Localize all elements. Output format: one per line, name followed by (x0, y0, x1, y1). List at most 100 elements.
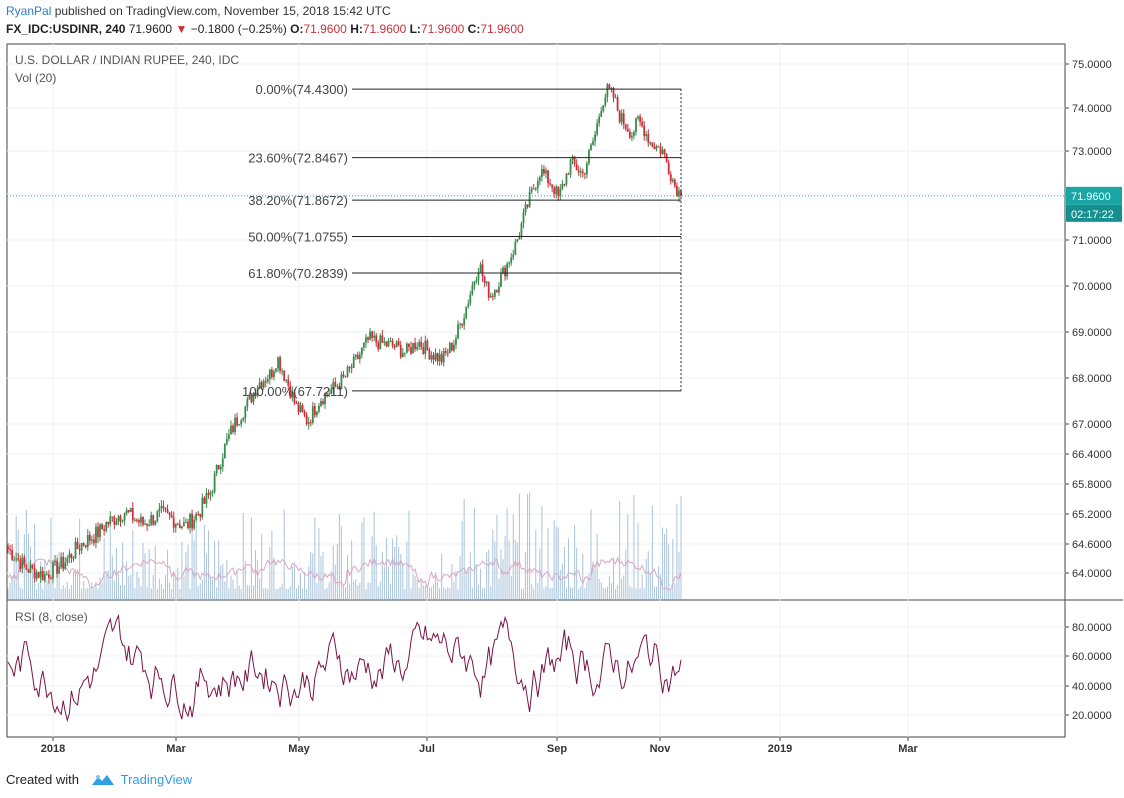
volume-bar (232, 579, 234, 599)
x-tick-label: Jul (419, 743, 435, 755)
volume-bar (304, 571, 306, 599)
volume-bar (347, 555, 349, 599)
volume-bar (267, 588, 269, 599)
volume-bar (99, 577, 101, 599)
candle-body (213, 473, 216, 492)
candle-body (58, 566, 61, 574)
candle-body (23, 557, 26, 565)
candle-body (516, 239, 519, 242)
volume-bar (46, 579, 48, 599)
close-value: 71.9600 (480, 22, 524, 36)
last-price-tag (1066, 186, 1122, 205)
price-change: −0.1800 (−0.25%) (190, 22, 287, 36)
candle-body (27, 569, 30, 573)
volume-bar (424, 585, 426, 599)
volume-bar (263, 588, 265, 599)
volume-bar (602, 587, 604, 599)
volume-bar (674, 583, 676, 599)
volume-bar (224, 581, 226, 599)
volume-bar (582, 554, 584, 599)
volume-bar (625, 549, 627, 599)
candle-body (189, 513, 191, 528)
candle-body (469, 294, 472, 304)
volume-bar (210, 577, 212, 599)
volume-bar (58, 551, 60, 599)
y-tick-label: 70.0000 (1072, 281, 1112, 293)
candle-body (385, 341, 388, 347)
footer: Created with TradingView (6, 772, 192, 787)
candle-body (305, 415, 308, 424)
volume-label: Vol (20) (15, 71, 56, 85)
volume-bar (191, 514, 193, 599)
candle-body (45, 574, 48, 576)
volume-bar (432, 584, 434, 599)
candle-body (133, 519, 136, 521)
volume-bar (516, 542, 518, 599)
volume-bar (214, 541, 216, 599)
candle-body (399, 345, 402, 358)
volume-bar (488, 549, 490, 599)
volume-bar (75, 568, 77, 599)
volume-bar (522, 588, 524, 599)
volume-bar (504, 535, 506, 599)
volume-bar (349, 583, 351, 599)
candle-body (150, 515, 153, 526)
candle-body (131, 507, 134, 521)
candle-body (293, 391, 296, 403)
volume-bar (537, 582, 539, 599)
volume-bar (676, 503, 678, 599)
x-tick-label: 2018 (41, 743, 65, 755)
candle-body (115, 521, 118, 525)
volume-bar (95, 582, 97, 599)
candle-body (301, 405, 304, 412)
candle-body (518, 236, 521, 240)
y-tick-label: 66.4000 (1072, 449, 1112, 461)
volume-bar (218, 540, 220, 599)
author-link[interactable]: RyanPal (6, 4, 52, 18)
fib-level-label: 23.60%(72.8467) (248, 151, 348, 166)
candle-body (596, 123, 599, 135)
candle-body (663, 149, 666, 155)
candle-body (76, 541, 79, 549)
candle-body (403, 352, 406, 354)
candle-body (618, 110, 621, 123)
volume-bar (637, 523, 639, 599)
volume-bar (594, 565, 596, 599)
candle-body (97, 526, 99, 538)
candle-body (232, 425, 234, 433)
volume-bar (400, 554, 402, 599)
candle-body (299, 405, 302, 413)
candle-body (502, 267, 504, 274)
volume-bar (549, 587, 551, 599)
volume-bar (189, 588, 191, 599)
candle-body (514, 241, 517, 255)
volume-bar (514, 539, 516, 599)
candle-body (322, 401, 324, 405)
candle-body (616, 97, 619, 111)
volume-bar (185, 552, 187, 599)
candle-body (557, 186, 560, 196)
volume-bar (559, 569, 561, 599)
volume-bar (619, 500, 621, 599)
fib-level-label: 0.00%(74.4300) (255, 82, 348, 97)
volume-bar (79, 518, 81, 599)
candle-body (103, 529, 106, 531)
candle-body (197, 513, 200, 515)
volume-bar (230, 575, 232, 599)
volume-bar (238, 585, 240, 599)
volume-bar (662, 527, 664, 599)
volume-bar (430, 587, 432, 599)
volume-bar (228, 588, 230, 599)
volume-bar (226, 560, 228, 599)
volume-bar (205, 553, 207, 599)
volume-bar (242, 512, 244, 599)
candle-body (74, 541, 77, 558)
tradingview-link[interactable]: TradingView (120, 772, 193, 787)
candle-body (17, 558, 20, 560)
candle-body (107, 521, 110, 525)
volume-bar (60, 588, 62, 599)
volume-bar (414, 575, 416, 599)
volume-bar (13, 555, 15, 599)
volume-bar (443, 587, 445, 599)
